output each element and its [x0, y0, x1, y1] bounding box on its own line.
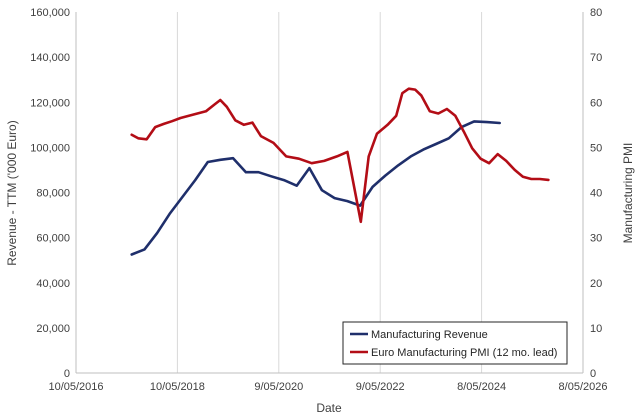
- x-tick-label: 10/05/2016: [48, 381, 103, 393]
- y-left-tick-label: 0: [64, 368, 70, 380]
- y-left-tick-label: 140,000: [30, 52, 70, 64]
- y-right-tick-label: 60: [590, 97, 602, 109]
- y-right-tick-label: 80: [590, 7, 602, 19]
- series-lines: [130, 87, 550, 256]
- legend: Manufacturing Revenue Euro Manufacturing…: [342, 321, 568, 365]
- legend-label-revenue: Manufacturing Revenue: [371, 329, 488, 341]
- x-axis-title: Date: [316, 401, 342, 415]
- y-axis-right-title: Manufacturing PMI: [621, 143, 635, 244]
- y-left-tick-label: 40,000: [36, 278, 70, 290]
- y-right-tick-label: 50: [590, 142, 602, 154]
- y-left-tick-label: 100,000: [30, 142, 70, 154]
- x-tick-label: 10/05/2018: [150, 381, 205, 393]
- y-axis-left-title: Revenue - TTM ('000 Euro): [5, 120, 19, 265]
- x-tick-label: 9/05/2020: [254, 381, 303, 393]
- y-left-tick-label: 80,000: [36, 188, 70, 200]
- y-right-tick-label: 0: [590, 368, 596, 380]
- series-line-revenue: [130, 120, 502, 256]
- axes: [75, 12, 584, 374]
- legend-label-pmi: Euro Manufacturing PMI (12 mo. lead): [371, 347, 557, 359]
- y-right-tick-label: 20: [590, 278, 602, 290]
- y-left-tick-label: 120,000: [30, 97, 70, 109]
- y-right-tick-label: 30: [590, 233, 602, 245]
- x-tick-label: 8/05/2026: [559, 381, 608, 393]
- y-left-tick-label: 160,000: [30, 7, 70, 19]
- legend-box: [342, 321, 568, 365]
- y-left-tick-label: 20,000: [36, 323, 70, 335]
- gridlines: [176, 12, 584, 373]
- x-tick-label: 9/05/2022: [356, 381, 405, 393]
- y-right-tick-label: 40: [590, 188, 602, 200]
- y-right-tick-label: 10: [590, 323, 602, 335]
- series-line-pmi: [130, 87, 550, 224]
- x-tick-label: 8/05/2024: [457, 381, 506, 393]
- y-left-tick-label: 60,000: [36, 233, 70, 245]
- y-right-tick-label: 70: [590, 52, 602, 64]
- tick-labels: 10/05/2016 10/05/2018 9/05/2020 9/05/2022 8/…: [30, 7, 607, 393]
